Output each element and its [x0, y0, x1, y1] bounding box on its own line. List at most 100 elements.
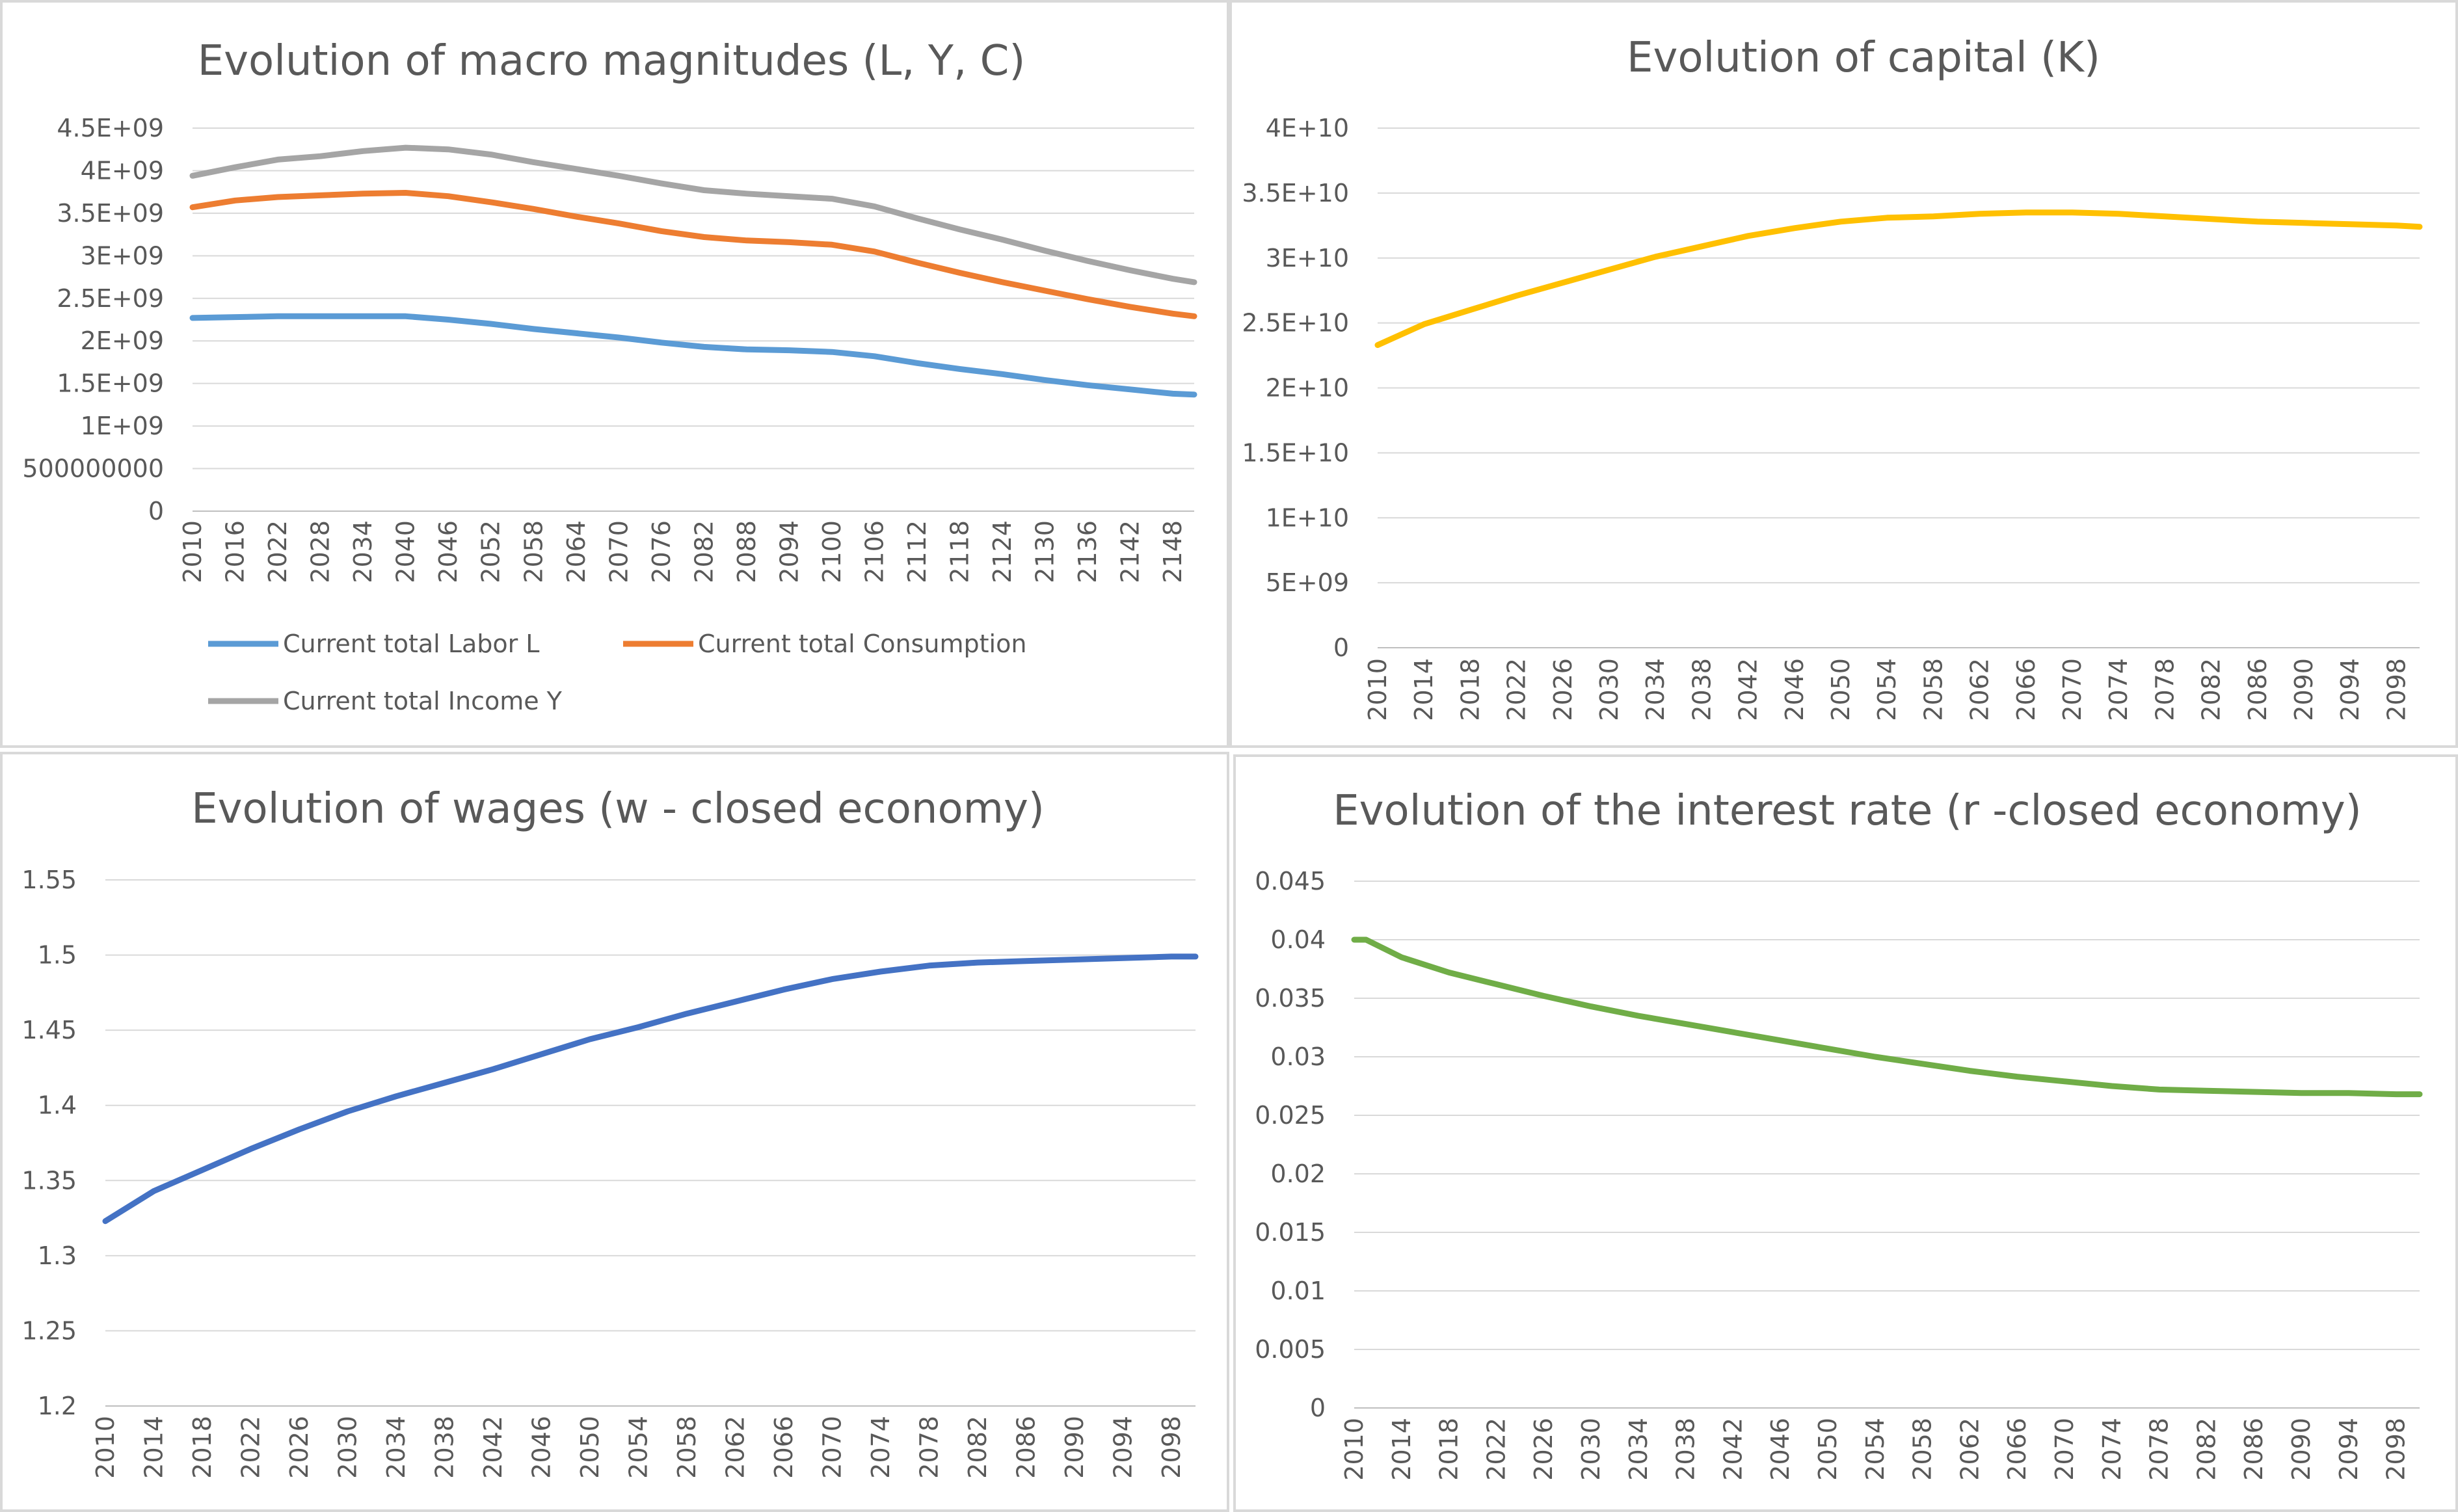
x-tick-label: 2070	[604, 520, 633, 583]
x-tick-label: 2086	[1011, 1416, 1040, 1479]
x-tick-label: 2086	[2243, 658, 2272, 721]
x-tick-label: 2094	[775, 520, 803, 583]
y-tick-label: 2E+09	[81, 326, 164, 355]
x-tick-label: 2010	[178, 520, 207, 583]
y-tick-label: 0.015	[1255, 1218, 1326, 1247]
y-tick-label: 2.5E+09	[57, 284, 164, 313]
x-tick-label: 2038	[1672, 1418, 1700, 1481]
x-tick-label: 2050	[1813, 1418, 1842, 1481]
x-tick-label: 2046	[1766, 1418, 1795, 1481]
y-tick-label: 4.5E+09	[57, 114, 164, 142]
x-tick-label: 2054	[1861, 1418, 1890, 1481]
x-tick-label: 2010	[1363, 658, 1392, 721]
y-tick-label: 3.5E+09	[57, 199, 164, 228]
x-tick-label: 2028	[306, 520, 335, 583]
y-tick-label: 0.005	[1255, 1335, 1326, 1364]
legend-label-consumption: Current total Consumption	[698, 630, 1026, 658]
x-tick-label: 2074	[866, 1416, 895, 1479]
x-tick-label: 2052	[477, 520, 505, 583]
x-tick-label: 2050	[576, 1416, 604, 1479]
x-tick-label: 2054	[624, 1416, 652, 1479]
x-tick-label: 2058	[673, 1416, 701, 1479]
x-tick-label: 2046	[527, 1416, 555, 1479]
x-tick-label: 2040	[392, 520, 420, 583]
x-tick-label: 2094	[2334, 1418, 2363, 1481]
panel-macro	[0, 0, 1229, 748]
series-line-0	[1351, 936, 2423, 1098]
y-tick-label: 0.01	[1270, 1277, 1326, 1305]
x-tick-label: 2058	[1908, 1418, 1937, 1481]
x-tick-label: 2082	[2192, 1418, 2221, 1481]
x-tick-label: 2038	[430, 1416, 459, 1479]
x-tick-label: 2022	[263, 520, 292, 583]
x-tick-label: 2046	[434, 520, 462, 583]
y-tick-label: 2.5E+10	[1242, 309, 1349, 338]
y-tick-label: 1E+10	[1266, 503, 1349, 532]
y-tick-label: 1E+09	[81, 412, 164, 440]
y-tick-label: 3E+10	[1266, 244, 1349, 272]
x-tick-label: 2090	[1060, 1416, 1089, 1479]
chart-title: Evolution of capital (K)	[1627, 34, 2100, 82]
x-tick-label: 2098	[1157, 1416, 1186, 1479]
legend: Current total Labor L Current total Cons…	[208, 630, 1026, 715]
x-tick-label: 2078	[915, 1416, 943, 1479]
panel-capital	[1229, 0, 2458, 748]
x-tick-label: 2098	[2382, 658, 2411, 721]
x-tick-label: 2106	[861, 520, 889, 583]
chart-capital: Evolution of capital (K) 0 5E+09 1E+10 1.5E…	[1242, 34, 2423, 721]
y-tick-label: 3.5E+10	[1242, 179, 1349, 207]
x-tick-label: 2018	[188, 1416, 217, 1479]
x-tick-label: 2050	[1826, 658, 1855, 721]
x-tick-label: 2042	[1734, 658, 1763, 721]
x-tick-label: 2046	[1780, 658, 1809, 721]
x-tick-label: 2018	[1435, 1418, 1463, 1481]
x-tick-label: 2026	[285, 1416, 314, 1479]
x-tick-label: 2022	[1503, 658, 1531, 721]
y-tick-label: 1.4	[38, 1091, 77, 1120]
x-tick-label: 2062	[1955, 1418, 1984, 1481]
x-tick-label: 2118	[946, 520, 974, 583]
x-tick-label: 2016	[221, 520, 250, 583]
x-tick-label: 2074	[2104, 658, 2133, 721]
y-tick-label: 0.02	[1270, 1160, 1326, 1188]
y-tick-label: 0.035	[1255, 984, 1326, 1013]
y-tick-label: 0.045	[1255, 867, 1326, 895]
x-tick-label: 2066	[769, 1416, 798, 1479]
x-tick-label: 2090	[2287, 1418, 2316, 1481]
x-tick-label: 2030	[333, 1416, 362, 1479]
series-line-2	[189, 144, 1197, 285]
series-line-0	[1374, 209, 2423, 349]
x-tick-label: 2058	[1919, 658, 1947, 721]
x-tick-label: 2058	[519, 520, 548, 583]
x-tick-label: 2090	[2290, 658, 2318, 721]
panel-interest	[1233, 754, 2458, 1512]
x-tick-label: 2142	[1116, 520, 1145, 583]
x-tick-label: 2148	[1158, 520, 1187, 583]
x-tick-label: 2022	[1482, 1418, 1510, 1481]
x-tick-label: 2042	[479, 1416, 507, 1479]
panel-wages	[0, 752, 1229, 1512]
y-tick-label: 1.5	[38, 941, 77, 970]
x-tick-label: 2054	[1873, 658, 1901, 721]
y-tick-label: 1.45	[21, 1016, 77, 1044]
x-tick-label: 2112	[903, 520, 931, 583]
x-tick-label: 2034	[349, 520, 377, 583]
x-tick-label: 2034	[1641, 658, 1670, 721]
chart-macro-magnitudes: Evolution of macro magnitudes (L, Y, C) …	[22, 37, 1197, 715]
x-tick-label: 2076	[647, 520, 676, 583]
x-tick-label: 2034	[1624, 1418, 1653, 1481]
x-tick-label: 2022	[236, 1416, 265, 1479]
x-tick-label: 2078	[2150, 658, 2179, 721]
x-tick-label: 2100	[818, 520, 846, 583]
x-tick-label: 2042	[1718, 1418, 1747, 1481]
y-tick-label: 1.5E+10	[1242, 438, 1349, 467]
y-tick-label: 0.025	[1255, 1101, 1326, 1130]
legend-label-labor: Current total Labor L	[283, 630, 539, 658]
x-tick-label: 2136	[1073, 520, 1102, 583]
y-tick-label: 0	[148, 497, 164, 525]
x-tick-label: 2064	[562, 520, 591, 583]
x-tick-label: 2082	[2197, 658, 2226, 721]
y-tick-label: 0	[1310, 1394, 1326, 1422]
x-tick-label: 2094	[1108, 1416, 1137, 1479]
